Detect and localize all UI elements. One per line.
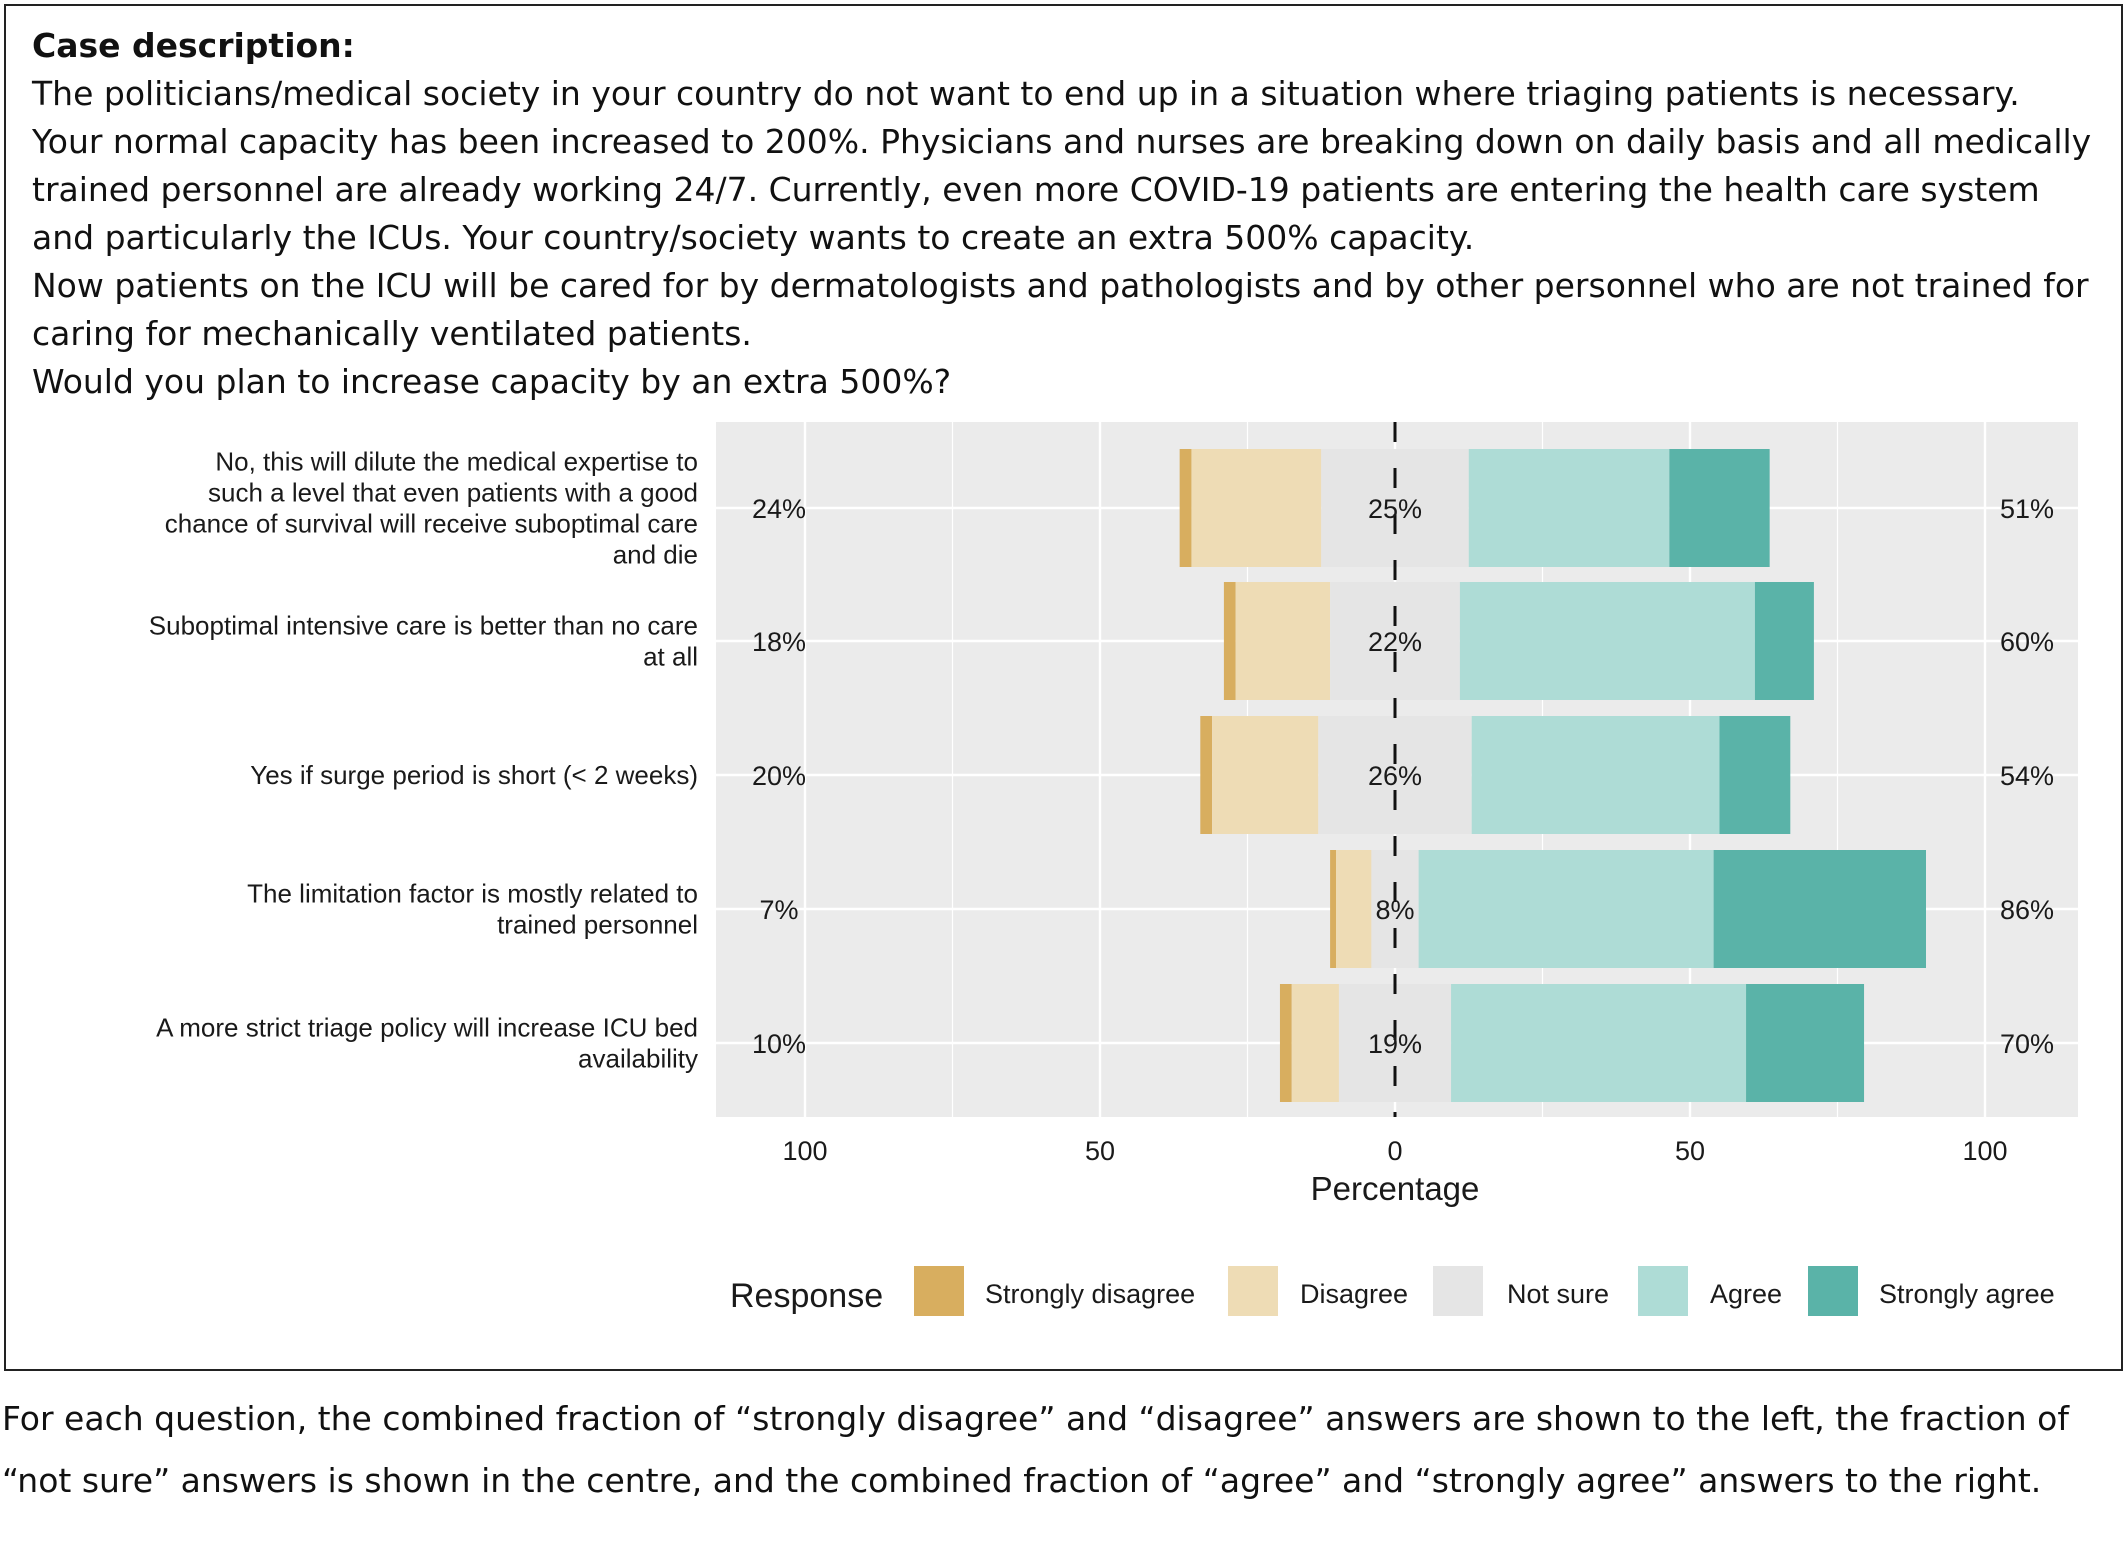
figure-caption: For each question, the combined fraction… bbox=[2, 1399, 2069, 1500]
legend-swatch-not-sure bbox=[1433, 1266, 1483, 1316]
legend-swatch-disagree bbox=[1228, 1266, 1278, 1316]
legend-swatch-strongly-agree bbox=[1808, 1266, 1858, 1316]
right-percent-label: 86% bbox=[2000, 895, 2054, 925]
category-label: The limitation factor is mostly related … bbox=[247, 879, 698, 909]
bar-not-sure bbox=[1371, 850, 1419, 968]
bar-strongly-disagree bbox=[1330, 850, 1336, 968]
x-tick-label: 50 bbox=[1085, 1136, 1115, 1166]
bar-disagree bbox=[1336, 850, 1372, 968]
category-label: at all bbox=[643, 642, 698, 672]
x-tick-label: 0 bbox=[1387, 1136, 1402, 1166]
bar-strongly-agree bbox=[1669, 449, 1770, 567]
category-label: and die bbox=[613, 540, 698, 570]
bar-disagree bbox=[1235, 582, 1331, 700]
center-percent-label: 22% bbox=[1368, 627, 1422, 657]
category-label: trained personnel bbox=[497, 910, 698, 940]
category-label: such a level that even patients with a g… bbox=[208, 478, 698, 508]
category-label: No, this will dilute the medical experti… bbox=[215, 447, 698, 477]
case-paragraph-1: The politicians/medical society in your … bbox=[32, 74, 2092, 257]
center-percent-label: 19% bbox=[1368, 1029, 1422, 1059]
bar-strongly-disagree bbox=[1279, 984, 1292, 1102]
legend-label: Strongly disagree bbox=[985, 1279, 1195, 1309]
bar-strongly-agree bbox=[1719, 716, 1791, 834]
bar-strongly-disagree bbox=[1179, 449, 1192, 567]
right-percent-label: 60% bbox=[2000, 627, 2054, 657]
legend-title: Response bbox=[730, 1277, 883, 1315]
x-axis-title: Percentage bbox=[1311, 1170, 1480, 1207]
center-percent-label: 8% bbox=[1375, 895, 1414, 925]
bar-strongly-disagree bbox=[1223, 582, 1236, 700]
left-percent-label: 20% bbox=[752, 761, 806, 791]
legend-swatch-strongly-disagree bbox=[914, 1266, 964, 1316]
bar-strongly-disagree bbox=[1200, 716, 1213, 834]
right-percent-label: 51% bbox=[2000, 494, 2054, 524]
likert-chart: 24% 25% 51% 18% 22% 60% 20% 26% 54% 7% 8% 86% 10% 19%… bbox=[149, 422, 2078, 1316]
x-tick-label: 100 bbox=[782, 1136, 827, 1166]
left-percent-label: 7% bbox=[759, 895, 798, 925]
category-label: availability bbox=[578, 1044, 698, 1074]
x-tick-label: 100 bbox=[1962, 1136, 2007, 1166]
left-percent-label: 10% bbox=[752, 1029, 806, 1059]
bar-strongly-agree bbox=[1754, 582, 1814, 700]
bar-disagree bbox=[1191, 449, 1322, 567]
bar-agree bbox=[1459, 582, 1755, 700]
left-percent-label: 24% bbox=[752, 494, 806, 524]
category-label: chance of survival will receive suboptim… bbox=[165, 509, 698, 539]
bar-agree bbox=[1471, 716, 1720, 834]
category-label: A more strict triage policy will increas… bbox=[156, 1013, 698, 1043]
legend-swatch-agree bbox=[1638, 1266, 1688, 1316]
legend-label: Strongly agree bbox=[1879, 1279, 2055, 1309]
bar-not-sure bbox=[1330, 582, 1460, 700]
left-percent-label: 18% bbox=[752, 627, 806, 657]
bar-not-sure bbox=[1318, 716, 1472, 834]
case-heading: Case description: bbox=[32, 26, 355, 65]
case-paragraph-2: Now patients on the ICU will be cared fo… bbox=[32, 266, 2089, 353]
bar-agree bbox=[1468, 449, 1670, 567]
case-paragraph-3: Would you plan to increase capacity by a… bbox=[32, 362, 952, 401]
legend-label: Disagree bbox=[1300, 1279, 1408, 1309]
x-tick-label: 50 bbox=[1675, 1136, 1705, 1166]
legend-label: Not sure bbox=[1507, 1279, 1609, 1309]
bar-strongly-agree bbox=[1713, 850, 1926, 968]
bar-disagree bbox=[1291, 984, 1339, 1102]
bar-disagree bbox=[1212, 716, 1319, 834]
category-label: Yes if surge period is short (< 2 weeks) bbox=[250, 760, 698, 790]
category-label: Suboptimal intensive care is better than… bbox=[149, 611, 698, 641]
legend-label: Agree bbox=[1710, 1279, 1782, 1309]
center-percent-label: 25% bbox=[1368, 494, 1422, 524]
bar-agree bbox=[1418, 850, 1714, 968]
right-percent-label: 70% bbox=[2000, 1029, 2054, 1059]
case-description: Case description: The politicians/medica… bbox=[32, 22, 2092, 406]
bar-strongly-agree bbox=[1746, 984, 1865, 1102]
bar-agree bbox=[1451, 984, 1747, 1102]
right-percent-label: 54% bbox=[2000, 761, 2054, 791]
center-percent-label: 26% bbox=[1368, 761, 1422, 791]
